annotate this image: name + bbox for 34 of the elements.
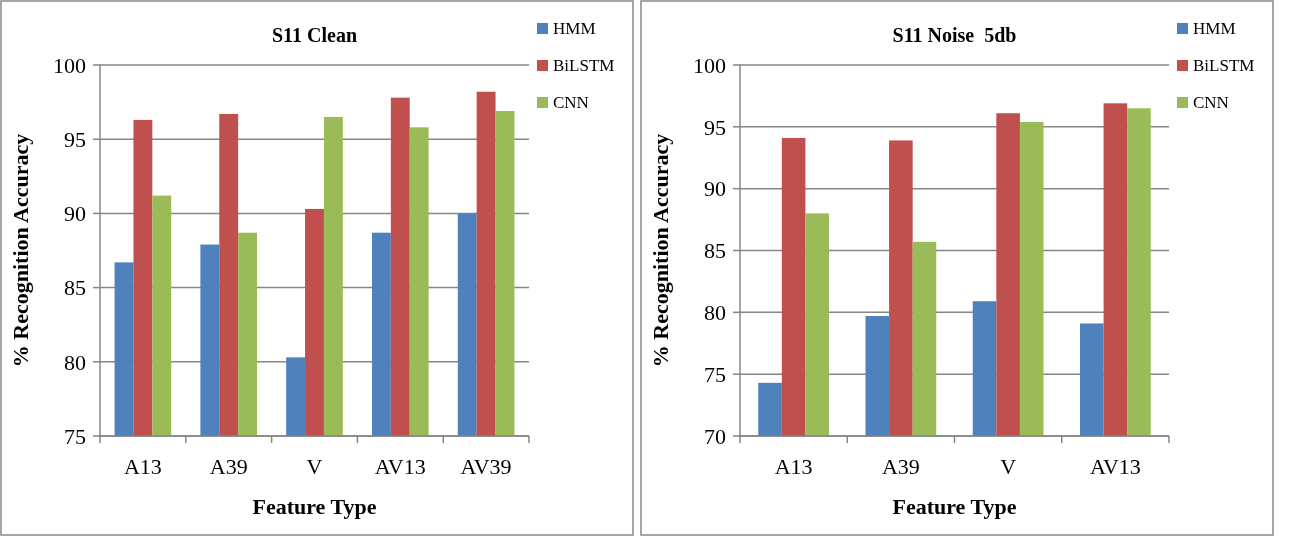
y-tick-label: 85 — [704, 238, 726, 264]
legend-label: CNN — [1193, 92, 1229, 112]
x-tick-label: AV39 — [460, 454, 512, 479]
x-tick-label: V — [1000, 454, 1017, 479]
x-tick-label: AV13 — [1089, 454, 1141, 479]
x-tick-label: V — [306, 454, 323, 479]
y-tick-label: 90 — [64, 201, 86, 227]
y-tick-label: 95 — [704, 114, 726, 140]
y-tick-label: 85 — [64, 275, 86, 301]
legend-label: HMM — [1193, 18, 1236, 38]
x-tick-label: AV13 — [374, 454, 426, 479]
legend-label: BiLSTM — [553, 55, 615, 75]
y-axis-title: % Recognition Accuracy — [648, 133, 673, 368]
x-axis-title: Feature Type — [892, 494, 1017, 519]
y-tick-label: 75 — [704, 361, 726, 387]
y-tick-label: 90 — [704, 176, 726, 202]
y-axis-title: % Recognition Accuracy — [8, 133, 33, 368]
y-tick-label: 100 — [53, 52, 86, 78]
legend-label: HMM — [553, 18, 596, 38]
x-tick-label: A13 — [123, 454, 162, 479]
y-tick-label: 75 — [64, 423, 86, 449]
x-tick-label: A39 — [209, 454, 248, 479]
x-tick-label: A39 — [881, 454, 920, 479]
y-tick-label: 80 — [64, 349, 86, 375]
y-tick-label: 100 — [693, 52, 726, 78]
legend-label: CNN — [553, 92, 589, 112]
chart-title: S11 Noise 5db — [892, 24, 1017, 46]
x-axis-title: Feature Type — [252, 494, 377, 519]
y-tick-label: 95 — [64, 126, 86, 152]
legend-label: BiLSTM — [1193, 55, 1255, 75]
y-tick-label: 80 — [704, 300, 726, 326]
x-tick-label: A13 — [774, 454, 813, 479]
y-tick-label: 70 — [704, 423, 726, 449]
chart-title: S11 Clean — [271, 24, 358, 46]
